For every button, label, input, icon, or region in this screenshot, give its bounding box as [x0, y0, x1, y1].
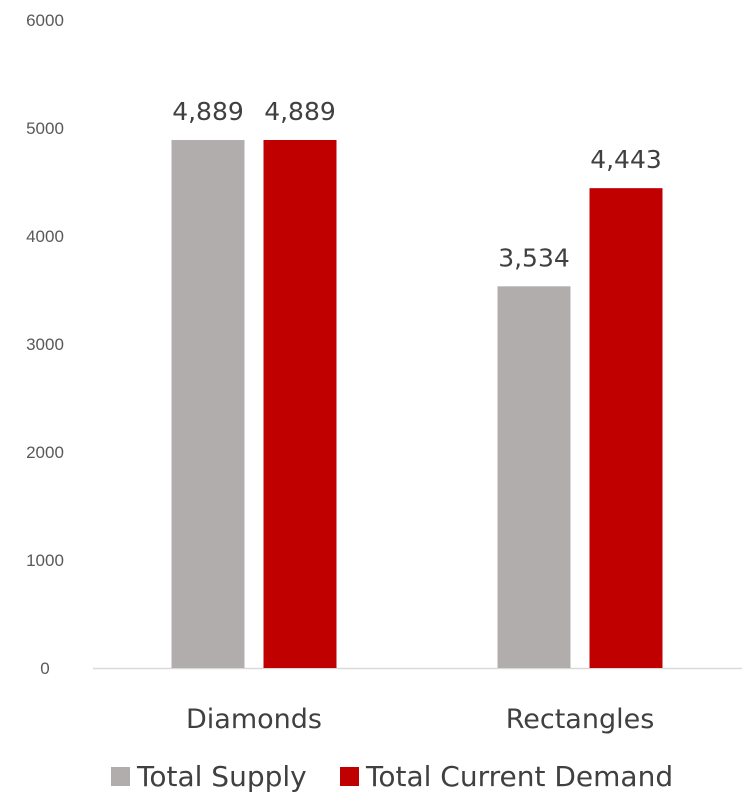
legend-swatch: [111, 767, 130, 786]
y-tick-label: 3000: [26, 335, 64, 354]
y-tick-label: 2000: [26, 443, 64, 462]
category-labels: Diamonds Rectangles: [186, 704, 654, 735]
y-tick-label: 4000: [26, 227, 64, 246]
y-axis-ticks: 0 1000 2000 3000 4000 5000 6000: [26, 11, 64, 678]
data-label: 4,443: [590, 145, 662, 174]
y-tick-label: 6000: [26, 11, 64, 30]
bars: [171, 139, 663, 668]
legend-swatch: [340, 767, 359, 786]
bar-total-current-demand: [589, 188, 663, 668]
x-tick-label: Diamonds: [186, 704, 322, 735]
data-label: 4,889: [172, 97, 244, 126]
data-label: 4,889: [264, 97, 336, 126]
y-tick-label: 1000: [26, 551, 64, 570]
bar-total-current-demand: [263, 139, 337, 668]
bar-total-supply: [171, 139, 245, 668]
y-tick-label: 5000: [26, 119, 64, 138]
legend-label: Total Current Demand: [365, 760, 673, 793]
y-tick-label: 0: [40, 659, 49, 678]
data-label: 3,534: [498, 243, 570, 272]
x-tick-label: Rectangles: [506, 704, 655, 735]
data-labels: 4,889 3,534 4,889 4,443: [172, 97, 662, 272]
legend: Total Supply Total Current Demand: [111, 760, 673, 793]
legend-label: Total Supply: [136, 760, 307, 793]
bar-total-supply: [497, 286, 571, 668]
